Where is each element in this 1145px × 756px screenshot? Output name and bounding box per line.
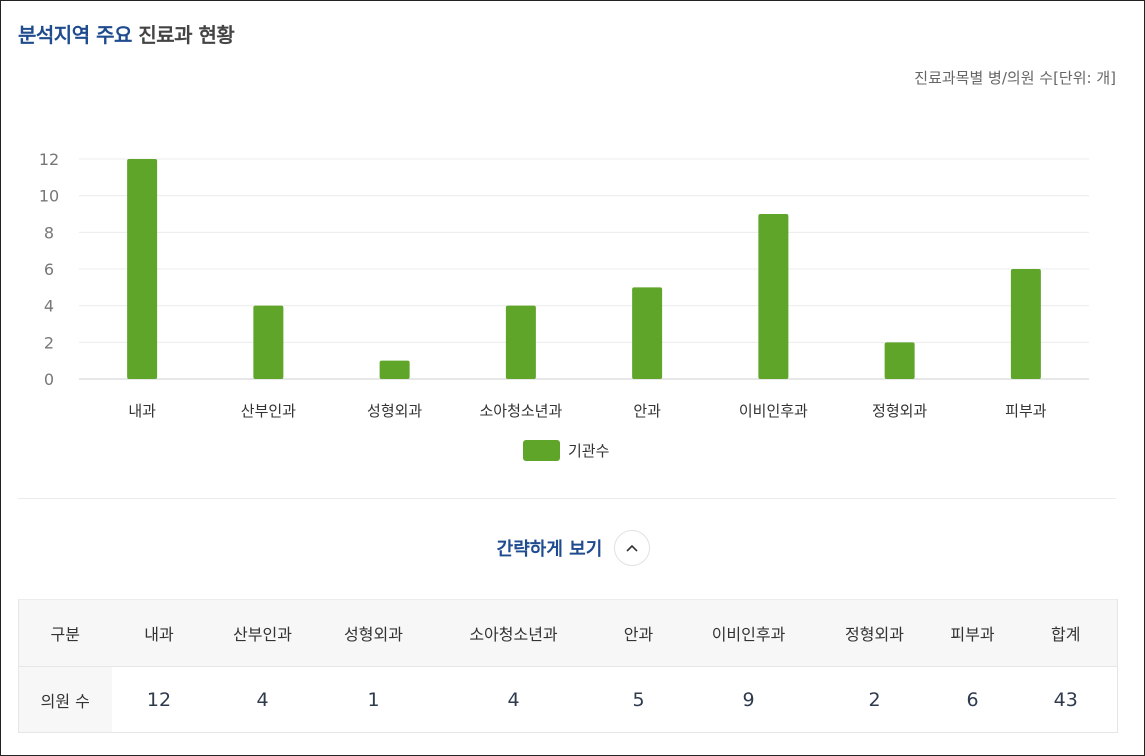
y-tick-label: 12 [39, 150, 59, 169]
divider [18, 498, 1116, 499]
bar-chart: 0 2 4 6 8 10 12 내과 산부인과 성형외과 소아청소년과 안과 이비인후과 정형외과 피부과기… [39, 150, 1089, 461]
bar[interactable] [632, 287, 663, 379]
bar[interactable] [379, 360, 410, 379]
table-cell: 6 [930, 666, 1015, 733]
bar[interactable] [1010, 269, 1041, 379]
y-tick-label: 0 [44, 370, 54, 389]
bar[interactable] [884, 342, 915, 379]
unit-note: 진료과목별 병/의원 수[단위: 개] [914, 69, 1116, 87]
bar[interactable] [127, 159, 158, 379]
legend-swatch [523, 440, 560, 461]
y-tick-label: 8 [44, 223, 54, 242]
collapse-toggle: 간략하게 보기 [1, 529, 1145, 567]
table-cell: 1 [318, 666, 429, 733]
bar[interactable] [505, 305, 536, 379]
column-header: 이비인후과 [678, 599, 819, 667]
column-header: 내과 [111, 599, 207, 667]
row-label-cell: 의원 수 [18, 666, 112, 733]
title-accent: 분석지역 주요 [18, 23, 132, 47]
chevron-up-button[interactable] [614, 530, 651, 566]
x-tick-label: 성형외과 [367, 402, 422, 420]
x-tick-label: 이비인후과 [739, 402, 808, 420]
table-cell: 4 [206, 666, 319, 733]
x-tick-label: 소아청소년과 [479, 402, 562, 420]
x-tick-label: 안과 [633, 402, 661, 420]
page-title: 분석지역 주요 진료과 현황 [18, 19, 235, 48]
column-header: 정형외과 [818, 599, 931, 667]
table-cell: 4 [428, 666, 599, 733]
column-header: 합계 [1014, 599, 1118, 667]
table-row: 의원 수 12 4 1 4 5 9 2 6 43 [18, 666, 1118, 733]
table-cell: 12 [111, 666, 207, 733]
y-tick-label: 10 [39, 187, 59, 206]
x-tick-label: 정형외과 [872, 402, 927, 420]
legend-label[interactable]: 기관수 [568, 442, 609, 460]
y-tick-label: 2 [44, 333, 54, 352]
chevron-up-icon [626, 544, 638, 552]
collapse-label[interactable]: 간략하게 보기 [496, 539, 603, 560]
column-header: 성형외과 [318, 599, 429, 667]
y-tick-label: 4 [44, 297, 54, 316]
column-header: 소아청소년과 [428, 599, 599, 667]
y-tick-label: 6 [44, 260, 54, 279]
x-tick-label: 피부과 [1005, 402, 1047, 420]
bar[interactable] [758, 214, 789, 379]
title-rest: 진료과 현황 [138, 23, 235, 47]
column-header: 산부인과 [206, 599, 319, 667]
column-header: 안과 [598, 599, 679, 667]
x-tick-label: 산부인과 [241, 402, 296, 420]
summary-table: 구분 내과 산부인과 성형외과 소아청소년과 안과 이비인후과 정형외과 피부과 합계 의원 수… [18, 599, 1118, 733]
x-tick-label: 내과 [128, 402, 156, 420]
table-cell: 2 [818, 666, 931, 733]
header-label-cell: 구분 [18, 599, 112, 667]
table-cell: 43 [1014, 666, 1118, 733]
bar[interactable] [253, 305, 284, 379]
table-cell: 9 [678, 666, 819, 733]
table-header-row: 구분 내과 산부인과 성형외과 소아청소년과 안과 이비인후과 정형외과 피부과 합계 [18, 599, 1118, 667]
table-cell: 5 [598, 666, 679, 733]
column-header: 피부과 [930, 599, 1015, 667]
